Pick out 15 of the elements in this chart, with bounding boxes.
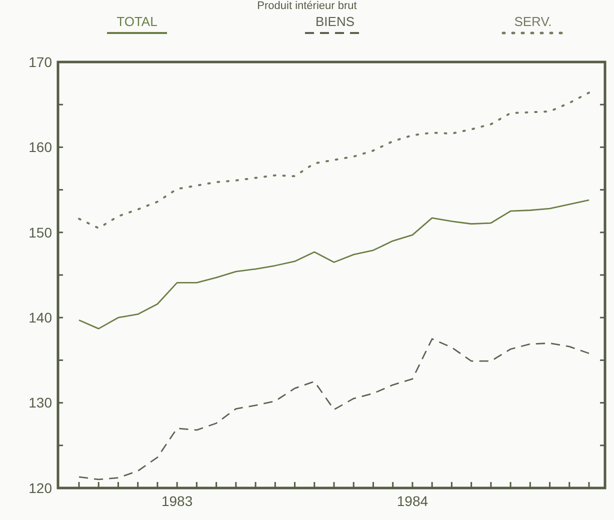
y-tick-label: 120	[28, 480, 52, 496]
x-tick-label: 1983	[162, 493, 193, 509]
y-tick-label: 140	[28, 310, 52, 326]
x-tick-label: 1984	[396, 493, 428, 509]
text: TOTAL	[116, 14, 158, 29]
y-tick-label: 160	[28, 139, 52, 156]
line-series	[78, 199, 590, 330]
text: BIENS	[315, 14, 355, 29]
y-tick-label: 130	[28, 394, 52, 411]
y-tick-label: 150	[28, 224, 52, 240]
y-tick-label: 170	[28, 54, 52, 70]
line-series	[78, 92, 590, 230]
chart-title: Produit intérieur brut	[257, 0, 357, 12]
text: SERV.	[514, 14, 552, 29]
line-series	[78, 338, 590, 480]
